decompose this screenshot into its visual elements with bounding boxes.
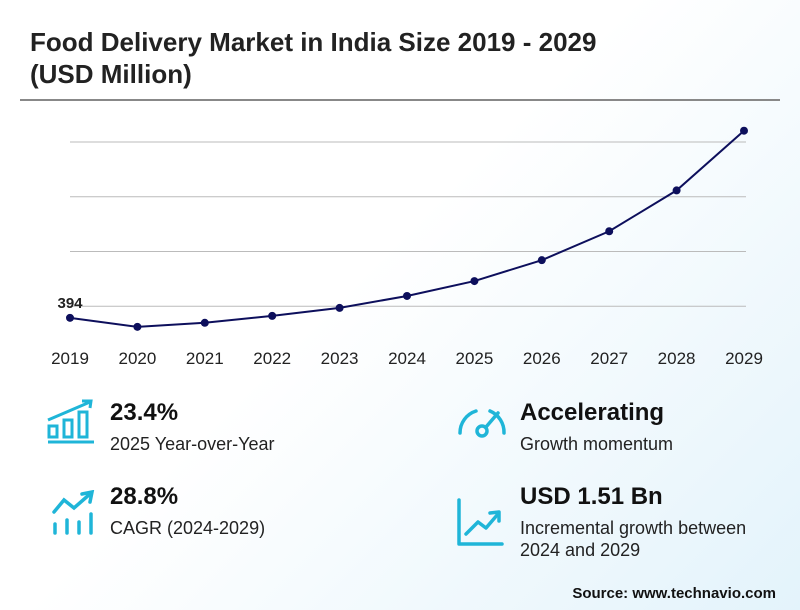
stat-momentum: Accelerating Growth momentum	[520, 399, 673, 455]
stat-label: Incremental growth between 2024 and 2029	[520, 518, 747, 560]
data-point	[200, 318, 209, 327]
page-title: Food Delivery Market in India Size 2019 …	[30, 27, 597, 89]
stat-value: USD 1.51 Bn	[520, 483, 663, 510]
data-point	[268, 311, 277, 320]
x-tick-label: 2029	[725, 349, 763, 368]
line-chart-up-icon	[457, 498, 504, 546]
title-divider	[20, 99, 780, 101]
bar-chart-growth-icon	[47, 399, 94, 444]
stat-label: 2025 Year-over-Year	[110, 434, 275, 454]
data-point	[133, 322, 142, 331]
trend-up-bars-icon	[52, 490, 95, 535]
x-tick-label: 2023	[321, 349, 359, 368]
stat-yoy: 23.4% 2025 Year-over-Year	[110, 399, 274, 455]
x-tick-label: 2027	[590, 349, 628, 368]
stat-value: 23.4%	[110, 399, 179, 426]
line-chart: 2019 2020 2021 2022 2023 2024 2025 2026 2027 2028…	[51, 126, 763, 368]
data-point	[403, 291, 411, 300]
stat-value: 28.8%	[110, 483, 179, 510]
x-tick-label: 2025	[455, 349, 493, 368]
source-text: Source: www.technavio.com	[572, 585, 776, 602]
x-tick-label: 2026	[523, 349, 561, 368]
speedometer-icon	[458, 409, 506, 438]
x-tick-label: 2019	[51, 349, 89, 368]
data-point	[66, 313, 74, 322]
data-point	[740, 126, 748, 135]
data-point	[470, 277, 479, 286]
stat-value: Accelerating	[520, 399, 665, 426]
data-label: 394	[57, 295, 83, 312]
data-point	[605, 227, 614, 236]
x-tick-label: 2028	[658, 349, 696, 368]
data-point	[335, 303, 344, 312]
stat-incremental: USD 1.51 Bn Incremental growth between 2…	[520, 483, 750, 561]
data-point	[672, 186, 681, 195]
x-tick-label: 2024	[388, 349, 426, 368]
stat-cagr: 28.8% CAGR (2024-2029)	[110, 483, 265, 539]
x-tick-label: 2021	[186, 349, 224, 368]
stat-label: Growth momentum	[520, 434, 674, 454]
stat-label: CAGR (2024-2029)	[110, 518, 266, 538]
x-tick-label: 2020	[118, 349, 156, 368]
x-tick-label: 2022	[253, 349, 291, 368]
data-point	[537, 256, 546, 265]
